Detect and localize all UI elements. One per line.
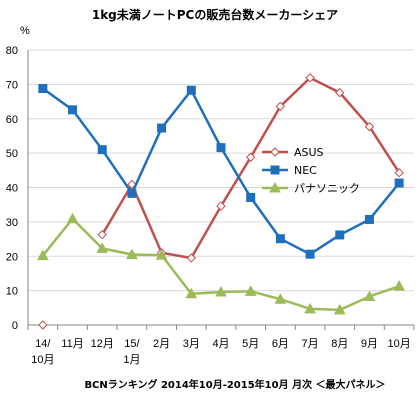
data-point-panasonic <box>244 285 257 296</box>
data-point-nec <box>335 230 345 240</box>
data-point-panasonic <box>96 242 109 253</box>
data-point-panasonic <box>185 287 198 299</box>
data-point-asus <box>216 201 226 211</box>
series-line-asus <box>101 76 401 260</box>
x-tick-label: 4月 <box>212 338 229 350</box>
series-asus <box>38 73 404 330</box>
data-point-nec <box>97 145 107 155</box>
data-point-nec <box>186 85 196 95</box>
series <box>36 73 406 330</box>
x-tick-label: 10月 <box>388 338 411 350</box>
data-point-panasonic <box>66 212 79 224</box>
x-tick-label: 9月 <box>361 338 378 350</box>
y-tick-label: 0 <box>12 320 18 332</box>
gridlines <box>28 49 414 292</box>
legend: ASUS NEC パナソニック <box>262 146 360 195</box>
data-point-panasonic <box>274 293 287 304</box>
data-point-nec <box>275 234 285 244</box>
series-nec <box>38 84 404 259</box>
x-tick-label: 2月 <box>153 338 170 350</box>
data-point-nec <box>38 84 48 93</box>
data-point-panasonic <box>126 248 138 260</box>
y-tick-label: 30 <box>6 217 18 229</box>
data-point-nec <box>157 123 167 133</box>
y-tick-label: 10 <box>6 286 18 298</box>
x-tick-label: 12月 <box>91 338 114 350</box>
x-tick-labels: 14/10月 11月 12月 15/1月 2月 3月 4月 5月 6月 7月 8月 9月 10月 <box>31 338 411 366</box>
data-point-asus <box>186 253 197 263</box>
x-tick-label: 7月 <box>302 338 319 350</box>
chart-footnote: BCNランキング 2014年10月-2015年10月 月次 ＜最大パネル＞ <box>84 378 385 391</box>
series-panasonic <box>36 212 406 315</box>
axes <box>27 50 415 330</box>
x-tick-label: 8月 <box>331 338 348 350</box>
data-point-nec <box>68 105 78 115</box>
data-point-nec <box>305 249 315 259</box>
legend-label-panasonic: パナソニック <box>294 182 360 195</box>
legend-item-nec: NEC <box>262 164 317 177</box>
y-tick-label: 40 <box>6 183 18 195</box>
data-point-asus <box>245 152 256 162</box>
data-point-panasonic <box>155 249 168 260</box>
legend-marker-nec <box>270 165 280 175</box>
data-point-nec <box>394 178 404 188</box>
legend-marker-panasonic <box>269 181 281 193</box>
data-point-panasonic <box>36 249 49 261</box>
y-tick-labels: 0 10 20 30 40 50 60 70 80 <box>6 45 18 332</box>
data-point-nec <box>246 192 256 202</box>
data-point-asus <box>38 320 48 330</box>
x-tick-label: 11月 <box>61 338 83 350</box>
legend-label-nec: NEC <box>294 164 317 177</box>
y-axis-unit: % <box>20 25 30 37</box>
data-point-asus <box>394 168 404 178</box>
y-tick-label: 50 <box>6 148 18 160</box>
y-tick-label: 60 <box>6 114 18 126</box>
data-point-panasonic <box>363 290 376 301</box>
data-point-panasonic <box>333 303 346 315</box>
legend-label-asus: ASUS <box>294 146 324 159</box>
chart-title: 1kg未満ノートPCの販売台数メーカーシェア <box>92 7 338 22</box>
legend-item-asus: ASUS <box>262 146 324 159</box>
data-point-panasonic <box>393 280 406 291</box>
data-point-nec <box>364 214 374 224</box>
y-tick-label: 80 <box>6 45 18 57</box>
x-tick-label: 6月 <box>272 338 289 350</box>
x-tick-label: 5月 <box>242 338 259 350</box>
x-tick-label: 15/1月 <box>123 338 140 366</box>
legend-item-panasonic: パナソニック <box>262 181 360 195</box>
series-line-nec <box>42 87 401 256</box>
data-point-asus <box>335 87 345 98</box>
data-point-nec <box>216 143 226 153</box>
data-point-asus <box>275 101 286 112</box>
legend-marker-asus <box>270 147 280 157</box>
x-tick-label: 14/10月 <box>31 338 54 366</box>
data-point-asus <box>97 229 107 240</box>
data-point-panasonic <box>304 302 316 314</box>
data-point-nec <box>127 188 137 198</box>
data-point-asus <box>364 121 375 132</box>
x-tick-label: 3月 <box>183 338 200 350</box>
data-point-asus <box>305 73 315 83</box>
data-point-panasonic <box>215 285 227 297</box>
y-tick-label: 20 <box>6 251 18 263</box>
y-tick-label: 70 <box>6 79 18 91</box>
